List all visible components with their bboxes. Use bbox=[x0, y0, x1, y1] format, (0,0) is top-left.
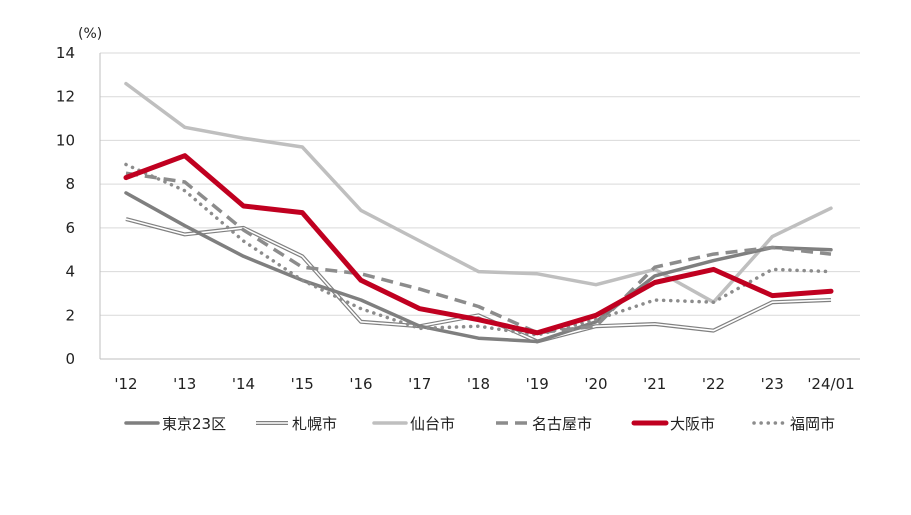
series-line bbox=[124, 191, 833, 344]
y-tick-label: 8 bbox=[65, 175, 75, 193]
series-group bbox=[123, 81, 834, 344]
x-tick-label: '20 bbox=[584, 375, 607, 393]
y-tick-label: 4 bbox=[65, 263, 75, 281]
legend-label: 名古屋市 bbox=[532, 415, 592, 433]
x-tick-label: '13 bbox=[173, 375, 196, 393]
x-tick-label: '21 bbox=[643, 375, 666, 393]
legend-label: 東京23区 bbox=[162, 415, 226, 433]
legend-label: 仙台市 bbox=[410, 415, 455, 433]
y-axis: 0 2 4 6 8 10 12 14 bbox=[56, 44, 101, 368]
legend-label: 福岡市 bbox=[790, 415, 835, 433]
y-tick-label: 14 bbox=[56, 44, 75, 62]
legend: 東京23区 札幌市 仙台市 名古屋市 大阪市 福岡市 bbox=[124, 415, 835, 433]
x-tick-label: '19 bbox=[526, 375, 549, 393]
x-tick-label: '24/01 bbox=[807, 375, 854, 393]
x-axis: '12 '13 '14 '15 '16 '17 '18 '19 '20 '21 '22 '23 '24/… bbox=[114, 375, 854, 393]
x-tick-label: '16 bbox=[349, 375, 372, 393]
series-line bbox=[123, 153, 834, 336]
series-line bbox=[125, 171, 832, 335]
y-tick-label: 12 bbox=[56, 88, 75, 106]
x-tick-label: '17 bbox=[408, 375, 431, 393]
legend-label: 大阪市 bbox=[670, 415, 715, 433]
x-tick-label: '15 bbox=[291, 375, 314, 393]
y-tick-label: 10 bbox=[56, 131, 75, 149]
x-tick-label: '12 bbox=[114, 375, 137, 393]
legend-label: 札幌市 bbox=[292, 415, 337, 433]
x-tick-label: '22 bbox=[702, 375, 725, 393]
series-line bbox=[125, 217, 832, 344]
x-tick-label: '18 bbox=[467, 375, 490, 393]
y-tick-label: 6 bbox=[65, 219, 75, 237]
x-tick-label: '14 bbox=[232, 375, 255, 393]
series-line bbox=[124, 162, 833, 337]
y-tick-label: 0 bbox=[65, 350, 75, 368]
y-tick-label: 2 bbox=[65, 306, 75, 324]
x-tick-label: '23 bbox=[761, 375, 784, 393]
y-unit-label: (%) bbox=[78, 26, 102, 42]
